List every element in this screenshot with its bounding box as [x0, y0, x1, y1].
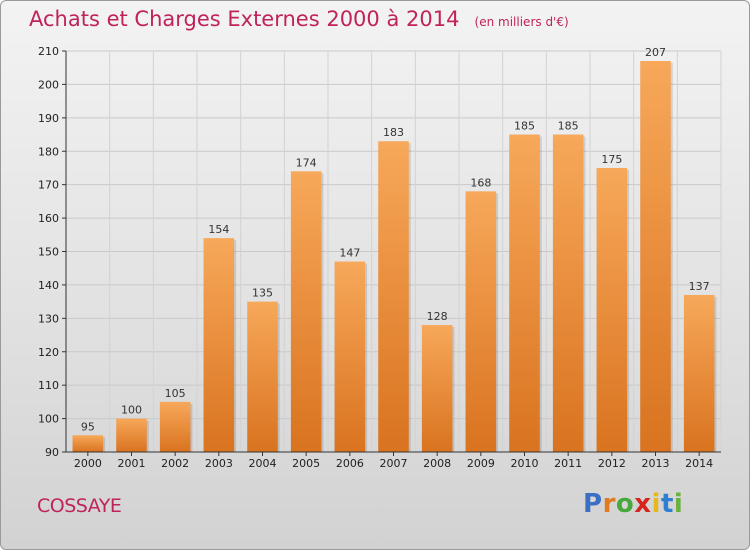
logo-letter: i: [673, 489, 684, 519]
x-tick-label: 2005: [292, 457, 320, 470]
bar: [465, 191, 497, 452]
proxiti-logo: Proxiti: [583, 489, 683, 519]
bar-value-label: 185: [514, 120, 535, 133]
logo-letter: o: [615, 489, 635, 519]
y-tick-label: 160: [38, 212, 59, 225]
bar-value-label: 183: [383, 126, 404, 139]
chart-title: Achats et Charges Externes 2000 à 2014: [29, 7, 460, 31]
x-tick-label: 2008: [423, 457, 451, 470]
bar: [159, 401, 191, 452]
x-tick-label: 2007: [380, 457, 408, 470]
bar: [596, 167, 628, 453]
x-tick-label: 2013: [642, 457, 670, 470]
bar-value-label: 185: [558, 120, 579, 133]
x-tick-label: 2010: [511, 457, 539, 470]
y-tick-label: 110: [38, 379, 59, 392]
labels: 90 100 110 120 130 140 150 160 170 180 190 200 210 95…: [38, 45, 713, 470]
y-tick-label: 210: [38, 45, 59, 58]
logo-letter: P: [583, 489, 603, 519]
bar-value-label: 128: [427, 310, 448, 323]
y-tick-label: 190: [38, 112, 59, 125]
x-tick-label: 2014: [685, 457, 713, 470]
bar: [72, 435, 104, 452]
bar-value-label: 147: [339, 247, 360, 260]
bar-value-label: 105: [165, 387, 186, 400]
bar: [116, 418, 147, 452]
bar: [509, 134, 540, 452]
unit-note: (en milliers d'€): [474, 15, 569, 29]
bar: [203, 238, 235, 452]
bar: [247, 301, 278, 452]
bar: [290, 171, 322, 453]
commune-name: COSSAYE: [37, 495, 122, 517]
y-tick-label: 170: [38, 179, 59, 192]
bar-value-label: 100: [121, 404, 142, 417]
y-tick-label: 200: [38, 78, 59, 91]
y-tick-label: 90: [45, 446, 59, 459]
bar-value-label: 135: [252, 287, 273, 300]
logo-letter: r: [602, 489, 616, 519]
bar-value-label: 174: [296, 156, 317, 169]
bar-value-label: 154: [208, 223, 229, 236]
x-tick-label: 2003: [205, 457, 233, 470]
bar: [640, 61, 671, 453]
bar: [552, 134, 584, 452]
y-tick-label: 140: [38, 279, 59, 292]
y-tick-label: 180: [38, 145, 59, 158]
axes: [62, 50, 721, 456]
bars: [72, 61, 717, 453]
x-tick-label: 2011: [554, 457, 582, 470]
y-tick-label: 150: [38, 246, 59, 259]
logo-letter: i: [651, 489, 661, 519]
bar-value-label: 95: [81, 420, 95, 433]
bar: [683, 294, 715, 452]
x-tick-label: 2012: [598, 457, 626, 470]
y-tick-label: 130: [38, 312, 59, 325]
x-tick-label: 2009: [467, 457, 495, 470]
x-tick-label: 2001: [118, 457, 146, 470]
logo-letter: t: [660, 489, 674, 519]
x-tick-label: 2002: [161, 457, 189, 470]
y-tick-label: 100: [38, 413, 59, 426]
logo-letter: x: [634, 489, 652, 519]
bar-value-label: 137: [689, 280, 710, 293]
y-tick-label: 120: [38, 346, 59, 359]
chart-header: Achats et Charges Externes 2000 à 2014 (…: [29, 7, 569, 31]
bar: [378, 141, 409, 452]
bar-value-label: 168: [470, 176, 491, 189]
bar-value-label: 207: [645, 46, 666, 59]
bar: [421, 325, 453, 452]
x-tick-label: 2006: [336, 457, 364, 470]
bar-value-label: 175: [601, 153, 622, 166]
x-tick-label: 2004: [249, 457, 277, 470]
x-tick-label: 2000: [74, 457, 102, 470]
bar: [334, 261, 366, 452]
